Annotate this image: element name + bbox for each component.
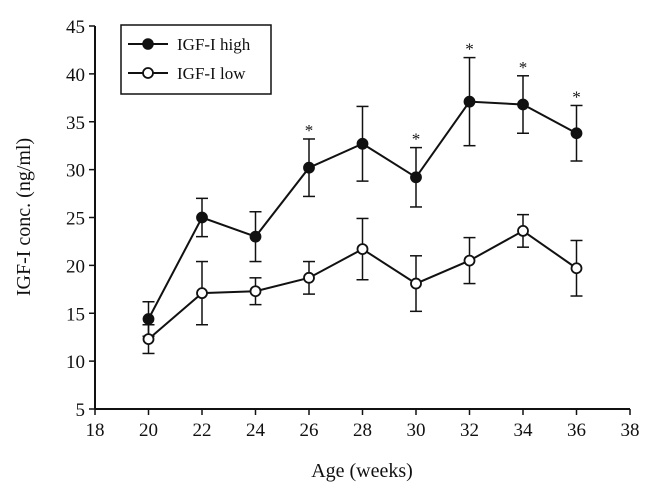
- data-point: [356, 243, 369, 255]
- data-point: [517, 98, 529, 111]
- significance-star: *: [572, 87, 581, 106]
- series-igf-low: [142, 213, 583, 355]
- y-ticks: 5 10 15 20 25 30 35 40 45: [66, 17, 95, 421]
- x-tick-label: 30: [407, 420, 426, 441]
- x-ticks: 18 20 22 24 26 28 30 32 34 36 38: [86, 409, 640, 441]
- y-tick-label: 20: [66, 256, 85, 277]
- x-tick-label: 18: [86, 420, 105, 441]
- data-point: [249, 285, 262, 298]
- x-tick-label: 26: [300, 420, 319, 441]
- x-tick-label: 38: [621, 420, 640, 441]
- legend-marker-high: [142, 38, 154, 50]
- data-point: [196, 287, 208, 300]
- x-tick-label: 36: [567, 420, 586, 441]
- data-point: [410, 277, 422, 290]
- y-tick-label: 15: [66, 304, 85, 325]
- y-tick-label: 35: [66, 113, 85, 134]
- y-tick-label: 5: [76, 400, 86, 421]
- data-point: [570, 127, 583, 140]
- data-point: [463, 95, 476, 108]
- data-point: [570, 262, 583, 275]
- data-point: [303, 161, 315, 174]
- x-tick-label: 24: [246, 420, 266, 441]
- series-igf-high: * * * * *: [142, 40, 583, 337]
- x-tick-label: 28: [353, 420, 372, 441]
- data-point: [463, 254, 476, 267]
- data-point: [142, 333, 155, 346]
- y-tick-label: 30: [66, 161, 85, 182]
- significance-star: *: [305, 121, 314, 140]
- legend: IGF-I high IGF-I low: [120, 24, 272, 95]
- data-point: [249, 230, 262, 243]
- y-tick-label: 45: [66, 17, 85, 38]
- data-point: [196, 211, 208, 224]
- legend-label-high: IGF-I high: [177, 35, 251, 54]
- x-axis-title: Age (weeks): [311, 460, 413, 482]
- data-point: [303, 271, 315, 284]
- legend-label-low: IGF-I low: [177, 64, 246, 83]
- significance-star: *: [465, 40, 474, 59]
- legend-box: [120, 24, 272, 95]
- series-layer: * * * * *: [142, 40, 583, 355]
- y-axis-title: IGF-I conc. (ng/ml): [13, 138, 35, 296]
- significance-star: *: [412, 130, 421, 149]
- y-tick-label: 10: [66, 352, 85, 373]
- x-tick-label: 32: [460, 420, 479, 441]
- significance-star: *: [519, 58, 528, 77]
- data-point: [517, 225, 529, 237]
- x-tick-label: 34: [514, 420, 534, 441]
- y-tick-label: 40: [66, 65, 85, 86]
- legend-marker-low: [142, 67, 154, 79]
- data-point: [410, 171, 422, 184]
- x-tick-label: 20: [139, 420, 158, 441]
- data-point: [356, 137, 369, 150]
- x-tick-label: 22: [193, 420, 212, 441]
- data-point: [142, 313, 155, 325]
- y-tick-label: 25: [66, 209, 85, 230]
